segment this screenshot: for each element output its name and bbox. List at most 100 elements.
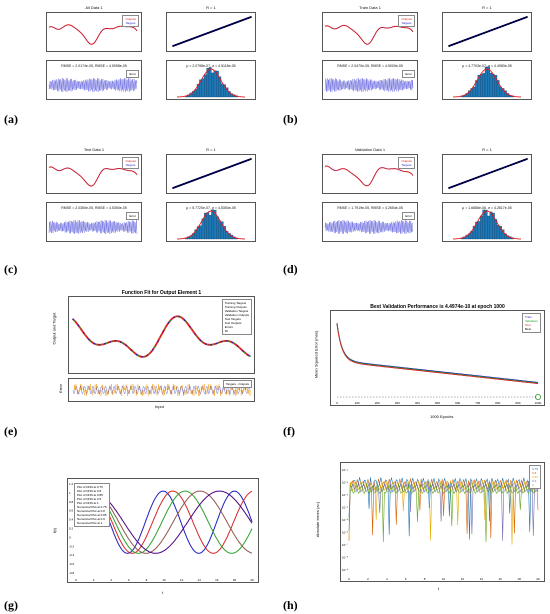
regression-point	[496, 27, 499, 29]
x-tick-label: 600	[455, 401, 460, 405]
regression-point	[212, 172, 215, 174]
legend-entry: Fit	[224, 329, 229, 333]
target-point	[219, 341, 221, 343]
target-point	[205, 343, 207, 345]
target-point	[139, 355, 142, 358]
regression-point	[510, 22, 512, 24]
signal-svg	[48, 166, 138, 187]
target-point	[107, 341, 110, 344]
regression-point	[501, 25, 504, 27]
abs-error-curve	[348, 481, 539, 541]
dnn-ylabel: f(t)	[51, 528, 57, 533]
histogram-bar	[482, 209, 486, 240]
legend-entry: Numerical Plot at 1	[77, 521, 103, 525]
error-svg	[324, 77, 414, 92]
x-tick-label: 20	[536, 577, 540, 581]
histogram-bar	[477, 221, 481, 240]
histogram-bar	[484, 66, 488, 98]
x-tick-label: 12	[180, 578, 184, 582]
target-point	[121, 342, 124, 344]
regression-title: R = 1	[482, 5, 492, 10]
regression-point	[188, 39, 190, 41]
x-tick-label: 8	[146, 578, 148, 582]
regression-point	[225, 167, 228, 169]
legend-entry: Errors	[224, 325, 233, 329]
regression-point	[188, 181, 190, 183]
target-point	[171, 317, 173, 320]
regression-point	[242, 19, 244, 21]
legend-entry: Plot of DNN at 0.8	[77, 489, 102, 493]
target-point	[189, 325, 191, 328]
regression-point	[247, 17, 250, 19]
target-point	[93, 342, 95, 345]
y-tick-label: 10⁻³	[342, 493, 348, 497]
x-tick-label: 16	[215, 578, 219, 582]
caption-e: (e)	[4, 424, 18, 438]
x-tick-label: 8	[424, 577, 426, 581]
legend-entry: Targets - Outputs	[225, 382, 249, 386]
caption-g: (g)	[4, 598, 18, 612]
regression-point	[488, 172, 491, 174]
regression-point	[501, 167, 504, 169]
target-point	[128, 347, 131, 350]
error-line	[48, 220, 138, 235]
histogram-bar	[482, 73, 486, 98]
histogram-bar	[208, 214, 212, 240]
target-point	[243, 351, 246, 354]
fit-curve	[453, 68, 521, 98]
panel-f: Best Validation Performance is 4.4974e-1…	[313, 304, 545, 422]
histogram-bar	[472, 86, 476, 98]
histogram-bar	[480, 215, 483, 240]
histogram-bar	[206, 212, 210, 240]
error-stat: RMSE = 2.0174e-05, RMSE = 4.5058e-05	[61, 64, 127, 68]
regression-point	[193, 179, 196, 181]
x-tick-label: 200	[375, 401, 380, 405]
regression-point	[475, 177, 477, 179]
signal-title: Train Data 1	[359, 5, 381, 10]
regression-point	[458, 183, 461, 185]
performance-ylabel: Mean Squared Error (mse)	[313, 330, 319, 379]
target-point	[72, 318, 74, 320]
regression-point	[250, 158, 252, 160]
legend-entry: Outputs	[125, 159, 136, 163]
error-subplot: Targets - Outputs	[68, 378, 255, 402]
regression-point	[199, 177, 201, 179]
target-point	[178, 315, 180, 318]
target-point	[235, 343, 237, 346]
histogram-bar	[487, 66, 490, 98]
regression-point	[212, 30, 215, 32]
regression-point	[236, 163, 239, 165]
regression-point	[209, 173, 212, 175]
abs-error-curve	[348, 477, 539, 540]
error-stat: RMSE = 1.7919e-05, RMSE = 4.2654e-05	[337, 206, 403, 210]
x-tick-label: 4	[386, 577, 388, 581]
y-tick-label: -0.8	[69, 571, 75, 575]
y-tick-label: 0.2	[69, 527, 74, 531]
target-point	[196, 335, 198, 338]
regression-point	[493, 28, 496, 30]
caption-a: (a)	[4, 112, 18, 126]
target-point	[215, 342, 218, 345]
regression-point	[231, 165, 234, 167]
target-point	[132, 350, 134, 353]
regression-point	[526, 158, 528, 160]
target-point	[130, 349, 133, 351]
regression-point	[520, 18, 523, 20]
target-point	[151, 349, 154, 351]
legend-entry: Error	[405, 72, 412, 76]
target-point	[197, 337, 200, 340]
regression-point	[239, 20, 242, 22]
regression-point	[510, 164, 512, 166]
histogram-bar	[489, 72, 493, 98]
regression-plot: R = 1	[442, 5, 532, 52]
x-tick-label: 6	[128, 578, 130, 582]
regression-point	[469, 179, 472, 181]
regression-point	[526, 16, 528, 18]
legend-entry: 0.75	[532, 467, 538, 471]
legend-entry: 1	[532, 483, 534, 487]
fit-curve	[177, 210, 245, 240]
histogram-bar	[211, 72, 214, 98]
error-line	[324, 77, 414, 92]
regression-point	[475, 35, 477, 37]
target-point	[199, 339, 202, 342]
